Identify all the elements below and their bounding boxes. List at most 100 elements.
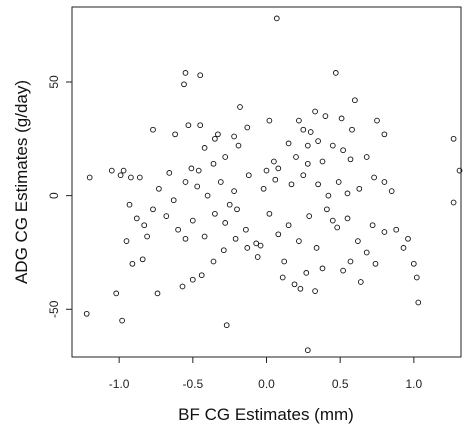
data-point: [232, 235, 239, 242]
data-point: [181, 81, 187, 88]
x-axis: -1.0 -0.5 0.0 0.5 1.0: [109, 357, 423, 391]
data-point: [347, 258, 354, 265]
data-point: [243, 226, 249, 233]
data-point: [319, 158, 326, 165]
data-point: [271, 158, 277, 165]
data-point: [212, 135, 218, 142]
data-point: [128, 174, 134, 181]
data-point: [231, 133, 237, 140]
data-point: [197, 122, 204, 129]
data-point: [212, 210, 218, 217]
data-point: [300, 172, 307, 179]
data-point: [198, 272, 205, 279]
data-point: [201, 233, 208, 240]
data-point: [266, 117, 273, 124]
data-point: [355, 238, 361, 244]
data-point: [306, 213, 313, 219]
data-point: [296, 238, 302, 244]
data-point: [322, 113, 329, 119]
data-point: [129, 260, 136, 267]
data-point: [307, 129, 314, 135]
data-point: [381, 131, 388, 138]
data-point: [223, 322, 230, 329]
data-point: [133, 215, 140, 222]
data-point: [304, 347, 311, 354]
data-point: [324, 206, 330, 213]
data-point: [456, 167, 463, 174]
data-point: [296, 117, 302, 124]
data-point: [363, 154, 370, 160]
data-point: [340, 147, 346, 154]
data-point: [150, 126, 156, 133]
data-point: [450, 135, 457, 142]
plot-frame: [71, 6, 462, 358]
data-point: [300, 126, 307, 133]
data-point: [293, 154, 299, 160]
data-point: [349, 126, 355, 133]
data-point: [222, 154, 229, 160]
data-point: [363, 249, 370, 256]
data-point: [154, 290, 161, 297]
data-point: [329, 217, 336, 224]
data-point: [108, 167, 115, 174]
data-point: [117, 172, 124, 179]
data-point: [83, 310, 90, 317]
x-tick-label: 0.5: [332, 377, 349, 391]
data-point: [215, 131, 221, 138]
x-tick-label: -1.0: [109, 377, 130, 391]
data-point: [222, 220, 229, 226]
data-point: [201, 145, 208, 151]
data-point: [231, 188, 237, 194]
data-point: [204, 192, 211, 199]
data-point: [344, 215, 351, 222]
data-point: [272, 176, 279, 183]
data-point: [352, 97, 358, 104]
data-point: [340, 267, 346, 274]
data-point: [279, 274, 286, 281]
data-point: [163, 213, 170, 219]
data-point: [374, 117, 380, 124]
data-point: [334, 224, 341, 231]
data-point: [266, 210, 273, 217]
x-tick-label: -0.5: [182, 377, 203, 391]
data-point: [315, 138, 321, 144]
data-point: [304, 142, 311, 149]
data-point: [119, 317, 125, 324]
data-point: [405, 235, 411, 242]
data-point: [329, 142, 336, 149]
data-point: [381, 229, 388, 235]
data-point: [126, 201, 133, 208]
x-tick-label: 1.0: [406, 377, 423, 391]
data-points: [83, 15, 463, 354]
data-point: [189, 276, 196, 283]
data-point: [413, 274, 420, 281]
data-point: [325, 192, 332, 199]
data-point: [226, 201, 233, 208]
data-point: [194, 183, 201, 190]
data-point: [166, 170, 173, 176]
data-point: [313, 245, 320, 251]
data-point: [172, 131, 178, 138]
data-point: [275, 165, 282, 172]
data-point: [254, 254, 261, 260]
data-point: [303, 270, 310, 276]
data-point: [275, 231, 282, 238]
data-point: [263, 167, 270, 174]
data-point: [288, 181, 295, 188]
data-point: [285, 222, 292, 229]
data-point: [285, 140, 292, 147]
data-point: [136, 174, 143, 181]
data-point: [371, 174, 377, 181]
data-point: [291, 281, 298, 288]
data-point: [234, 206, 240, 213]
data-point: [217, 179, 224, 185]
data-point: [312, 288, 318, 294]
data-point: [210, 160, 217, 167]
data-point: [369, 222, 376, 229]
y-tick-label: 50: [47, 75, 61, 89]
data-point: [315, 181, 321, 188]
data-point: [182, 235, 189, 242]
data-point: [185, 122, 192, 129]
data-point: [356, 185, 363, 192]
data-point: [335, 179, 342, 185]
